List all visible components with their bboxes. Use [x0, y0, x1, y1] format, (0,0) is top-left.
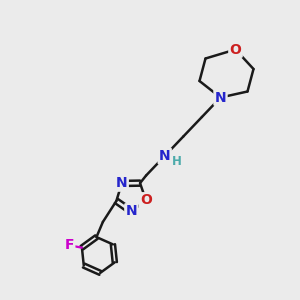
Text: N: N: [215, 91, 226, 104]
Text: N: N: [116, 176, 127, 190]
Text: O: O: [230, 43, 242, 56]
Text: O: O: [140, 194, 152, 208]
Text: F: F: [64, 238, 74, 252]
Text: H: H: [172, 155, 182, 168]
Text: N: N: [159, 149, 170, 163]
Text: N: N: [126, 205, 137, 218]
